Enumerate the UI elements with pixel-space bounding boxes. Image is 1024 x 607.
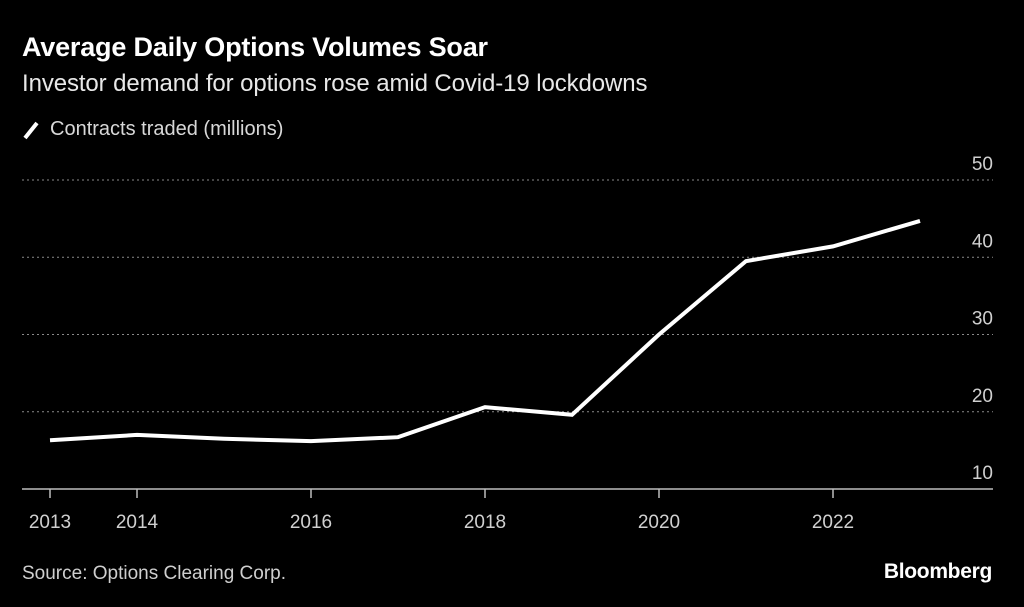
bloomberg-logo: Bloomberg: [883, 560, 992, 583]
y-tick-label: 30: [972, 309, 993, 330]
x-axis-labels: 2013 2014 2016 2018 2020 2022: [29, 512, 854, 533]
x-tick-label: 2013: [29, 512, 71, 533]
legend-label: Contracts traded (millions): [50, 118, 284, 140]
x-tick-label: 2014: [116, 512, 159, 533]
data-point: [657, 333, 661, 337]
data-point: [570, 413, 574, 417]
x-tick-label: 2022: [812, 512, 854, 533]
series: [48, 218, 922, 444]
data-point: [222, 437, 226, 441]
data-point: [744, 259, 748, 263]
y-tick-label: 20: [972, 386, 993, 407]
data-point: [135, 433, 139, 437]
y-axis-labels: 10 20 30 40 50: [972, 154, 993, 484]
source-note: Source: Options Clearing Corp.: [22, 563, 287, 584]
line-swatch-icon: [22, 120, 40, 140]
x-tick-label: 2016: [290, 512, 332, 533]
chart-title: Average Daily Options Volumes Soar: [22, 32, 488, 62]
x-tick-label: 2018: [464, 512, 506, 533]
chart-subtitle: Investor demand for options rose amid Co…: [22, 70, 648, 97]
data-point: [831, 244, 835, 248]
y-tick-label: 10: [972, 463, 993, 484]
x-tick-label: 2020: [638, 512, 680, 533]
data-point: [918, 219, 922, 223]
series-line: [49, 218, 921, 444]
data-point: [483, 405, 487, 409]
y-tick-label: 50: [972, 154, 993, 175]
y-tick-label: 40: [972, 231, 993, 252]
gridlines: [22, 179, 993, 413]
x-axis: [22, 488, 993, 498]
legend: Contracts traded (millions): [22, 118, 283, 141]
data-point: [309, 439, 313, 443]
data-point: [48, 438, 52, 442]
data-point: [396, 435, 400, 439]
